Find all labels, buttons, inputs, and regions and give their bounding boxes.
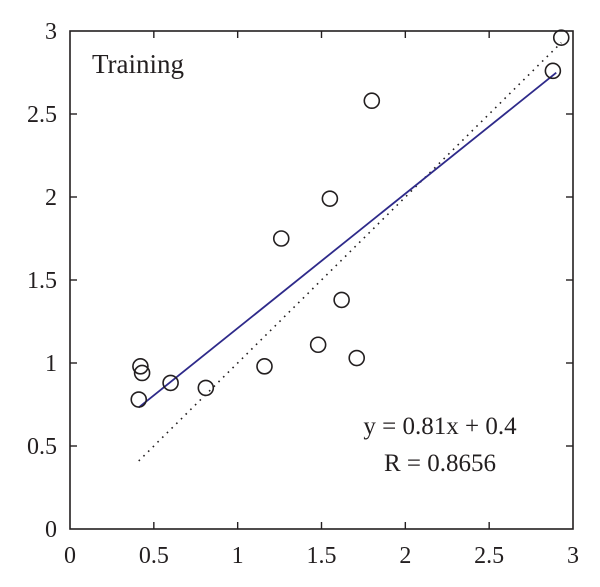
data-point	[552, 29, 570, 46]
fit-equation: y = 0.81x + 0.4	[363, 413, 517, 440]
data-point	[321, 190, 339, 207]
y-tick-label: 2.5	[27, 102, 57, 128]
y-tick-label: 0.5	[27, 434, 57, 460]
data-point	[272, 230, 290, 247]
data-point	[256, 358, 273, 375]
data-point	[544, 62, 562, 80]
data-point	[130, 391, 148, 408]
x-tick-label: 2	[399, 543, 411, 569]
data-point	[132, 358, 149, 375]
y-tick-label: 2	[45, 185, 57, 211]
x-tick-label: 1	[232, 543, 244, 569]
y-tick-label: 0	[45, 517, 57, 543]
data-point	[197, 379, 215, 397]
x-tick-label: 3	[567, 543, 579, 569]
data-point	[333, 291, 350, 309]
plot-frame	[69, 30, 574, 530]
regression-line	[138, 71, 557, 409]
correlation-label: R = 0.8656	[384, 450, 496, 477]
y-tick-label: 1	[45, 351, 57, 377]
identity-line	[138, 42, 562, 462]
legend-label: Training	[92, 49, 184, 79]
data-point	[348, 349, 366, 367]
x-tick-label: 2.5	[474, 543, 504, 569]
y-tick-label: 1.5	[27, 268, 57, 294]
x-tick-label: 1.5	[307, 543, 337, 569]
plot-layer	[130, 29, 570, 462]
data-point	[162, 374, 179, 392]
x-tick-label: 0.5	[139, 543, 169, 569]
data-point	[363, 92, 381, 110]
ticks-layer: 0 0.5 1 1.5 2 2.5 3 0 0.5 1 1.5 2 2.5 3	[27, 19, 579, 569]
data-point	[133, 364, 151, 382]
y-tick-label: 3	[45, 19, 57, 45]
x-tick-label: 0	[64, 543, 76, 569]
data-point	[309, 336, 327, 354]
